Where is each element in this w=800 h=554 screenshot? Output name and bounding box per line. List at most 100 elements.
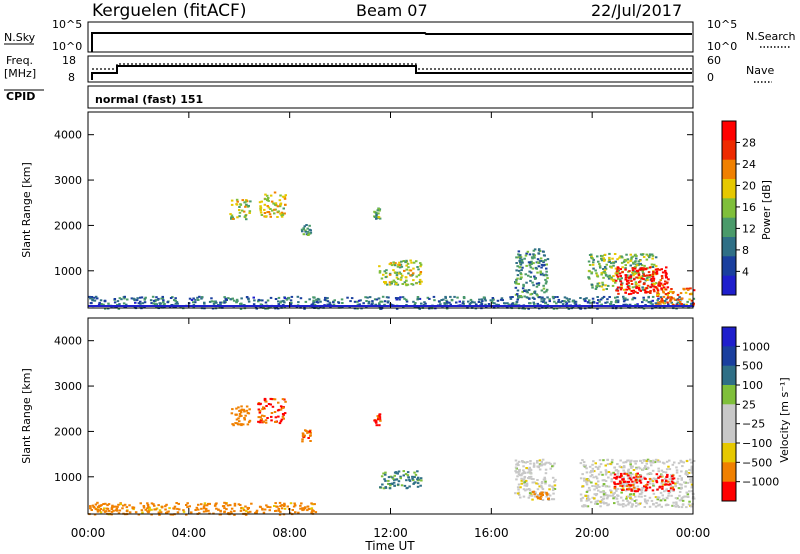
power-echo-cell — [640, 267, 643, 270]
power-echo-cell — [617, 269, 621, 272]
power-echo-cell — [563, 296, 567, 299]
velocity-echo-cell — [148, 509, 151, 512]
power-echo-cell — [629, 274, 633, 277]
power-echo-cell — [179, 306, 182, 309]
power-echo-cell — [604, 267, 608, 270]
power-echo-cell — [625, 303, 629, 306]
power-colorbar-label: Power [dB] — [760, 180, 773, 240]
velocity-echo-cell — [301, 440, 304, 443]
power-echo-cell — [664, 271, 668, 274]
velocity-echo-cell — [544, 480, 547, 483]
power-echo-cell — [653, 290, 656, 293]
power-echo-cell — [289, 299, 293, 302]
power-echo-cell — [546, 258, 550, 261]
power-echo-cell — [383, 270, 386, 273]
velocity-echo-cell — [678, 494, 681, 497]
power-echo-cell — [358, 303, 361, 306]
velocity-echo-cell — [238, 415, 242, 418]
velocity-echo-cell — [518, 493, 521, 496]
power-echo-cell — [158, 302, 161, 305]
power-echo-cell — [326, 303, 329, 306]
power-echo-cell — [601, 283, 605, 286]
velocity-echo-cell — [536, 488, 540, 491]
power-echo-cell — [227, 297, 230, 300]
power-echo-cell — [660, 287, 663, 290]
power-echo-cell — [532, 284, 535, 287]
power-echo-cell — [647, 271, 651, 274]
velocity-echo-cell — [240, 424, 243, 427]
nave-label: Nave — [746, 64, 774, 77]
power-echo-cell — [649, 300, 653, 303]
power-echo-cell — [521, 261, 524, 264]
velocity-echo-cell — [652, 492, 656, 495]
power-echo-cell — [518, 254, 521, 257]
velocity-echo-cell — [291, 509, 294, 511]
velocity-echo-cell — [412, 482, 415, 485]
power-echo-cell — [610, 262, 613, 265]
power-echo-cell — [266, 194, 269, 197]
velocity-echo-cell — [640, 461, 644, 464]
velocity-echo-cell — [602, 459, 605, 462]
power-echo-cell — [267, 199, 270, 202]
velocity-echo-cell — [257, 403, 260, 406]
velocity-colorbar-bin — [722, 346, 736, 367]
power-echo-cell — [626, 258, 630, 261]
velocity-echo-cell — [200, 503, 203, 506]
power-echo-cell — [651, 266, 655, 268]
power-echo-cell — [632, 289, 635, 292]
velocity-echo-cell — [517, 488, 520, 491]
velocity-echo-cell — [630, 489, 633, 492]
power-echo-cell — [499, 298, 503, 301]
velocity-echo-cell — [233, 513, 236, 516]
power-echo-cell — [384, 272, 388, 275]
power-echo-cell — [523, 295, 526, 298]
velocity-echo-cell — [532, 478, 535, 481]
power-echo-cell — [635, 255, 638, 257]
velocity-echo-cell — [294, 511, 297, 514]
power-echo-cell — [538, 248, 541, 251]
power-echo-cell — [393, 280, 396, 283]
velocity-echo-cell — [607, 485, 611, 488]
power-echo-cell — [627, 293, 631, 296]
power-echo-cell — [652, 285, 655, 288]
power-echo-cell — [520, 296, 523, 299]
power-echo-cell — [553, 300, 556, 303]
power-echo-cell — [377, 216, 381, 219]
time-tick-label: 04:00 — [172, 526, 207, 540]
velocity-echo-cell — [314, 511, 318, 514]
power-echo-cell — [626, 298, 629, 301]
power-echo-cell — [651, 274, 655, 277]
power-echo-cell — [238, 206, 241, 208]
power-echo-cell — [648, 266, 652, 269]
velocity-echo-cell — [624, 504, 628, 507]
power-echo-cell — [263, 203, 267, 206]
velocity-echo-cell — [628, 474, 631, 477]
power-echo-cell — [524, 273, 527, 276]
velocity-colorbar-tick-label: 1000 — [742, 340, 770, 353]
velocity-echo-cell — [671, 477, 674, 480]
power-echo-cell — [682, 303, 686, 306]
power-echo-cell — [623, 288, 626, 291]
velocity-echo-cell — [240, 414, 243, 417]
power-echo-cell — [657, 301, 660, 304]
power-echo-cell — [641, 253, 644, 256]
velocity-echo-cell — [585, 483, 589, 486]
velocity-echo-cell — [613, 486, 617, 488]
velocity-echo-cell — [680, 478, 683, 481]
power-echo-cell — [364, 296, 367, 299]
power-echo-cell — [419, 262, 422, 265]
velocity-echo-cell — [188, 505, 191, 508]
velocity-echo-cell — [274, 420, 277, 423]
power-echo-cell — [390, 264, 394, 267]
velocity-echo-cell — [416, 485, 420, 488]
power-echo-cell — [661, 271, 665, 274]
power-echo-cell — [260, 200, 263, 203]
velocity-echo-cell — [150, 508, 153, 511]
velocity-echo-cell — [593, 497, 596, 500]
power-echo-cell — [173, 299, 176, 302]
velocity-echo-cell — [273, 398, 277, 401]
velocity-echo-region — [230, 405, 252, 427]
velocity-xaxis — [87, 318, 694, 514]
velocity-echo-cell — [387, 476, 391, 479]
